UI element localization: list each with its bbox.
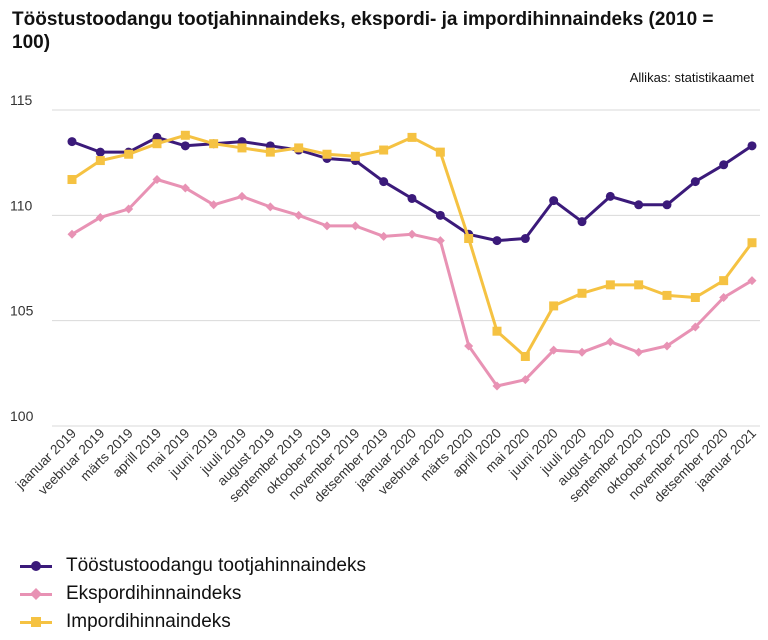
data-point: [605, 280, 615, 290]
data-point: [237, 143, 247, 153]
data-point: [67, 175, 77, 185]
data-point: [435, 147, 445, 157]
data-point: [577, 217, 587, 227]
data-point: [492, 326, 502, 336]
series-line: [71, 133, 754, 358]
data-point: [124, 149, 134, 159]
data-point: [152, 175, 162, 185]
data-point: [67, 137, 77, 147]
legend-item: Impordihinnaindeks: [20, 608, 366, 636]
data-point: [549, 345, 559, 355]
data-point: [520, 351, 530, 361]
data-point: [605, 337, 615, 347]
y-tick-label: 100: [10, 408, 34, 424]
data-point: [719, 276, 729, 286]
data-point: [492, 236, 502, 246]
chart-title: Tööstustoodangu tootjahinnaindeks, ekspo…: [12, 9, 714, 53]
data-point: [605, 191, 615, 201]
data-point: [464, 234, 474, 244]
data-point: [747, 238, 757, 248]
legend-item: Ekspordihinnaindeks: [20, 580, 366, 608]
data-point: [549, 301, 559, 311]
data-point: [747, 141, 757, 151]
data-point: [577, 288, 587, 298]
legend-label: Tööstustoodangu tootjahinnaindeks: [66, 555, 367, 576]
data-point: [719, 160, 729, 170]
legend-label: Ekspordihinnaindeks: [66, 583, 242, 604]
data-point: [520, 234, 530, 244]
data-point: [152, 139, 162, 149]
data-point: [294, 143, 304, 153]
data-point: [209, 200, 219, 210]
data-point: [180, 130, 190, 140]
chart-legend: Tööstustoodangu tootjahinnaindeks Ekspord…: [20, 552, 366, 636]
data-point: [407, 132, 417, 142]
data-point: [577, 347, 587, 357]
data-point: [180, 183, 190, 193]
data-point: [435, 210, 445, 220]
legend-item: Tööstustoodangu tootjahinnaindeks: [20, 552, 366, 580]
data-point: [747, 276, 757, 286]
data-point: [322, 149, 332, 159]
y-tick-label: 105: [10, 303, 34, 319]
data-point: [294, 210, 304, 220]
data-point: [95, 156, 105, 166]
data-point: [95, 212, 105, 222]
data-point: [350, 151, 360, 161]
data-point: [520, 375, 530, 385]
legend-swatch: [20, 587, 52, 601]
data-point: [634, 200, 644, 210]
legend-swatch: [20, 615, 52, 629]
data-point: [719, 292, 729, 302]
data-point: [662, 290, 672, 300]
data-point: [322, 221, 332, 231]
data-point: [634, 280, 644, 290]
data-point: [407, 193, 417, 203]
source-note: Allikas: statistikaamet: [629, 70, 754, 85]
y-tick-label: 115: [10, 92, 33, 108]
data-point: [690, 292, 700, 302]
data-point: [379, 145, 389, 155]
data-point: [662, 341, 672, 351]
data-point: [464, 341, 474, 351]
data-point: [690, 177, 700, 187]
series-line: [71, 135, 753, 243]
data-point: [209, 139, 219, 149]
data-point: [379, 231, 389, 241]
data-point: [265, 202, 275, 212]
data-point: [492, 381, 502, 391]
data-point: [690, 322, 700, 332]
legend-label: Impordihinnaindeks: [66, 611, 231, 632]
data-point: [435, 236, 445, 246]
data-point: [67, 229, 77, 239]
data-point: [379, 177, 389, 187]
data-point: [95, 147, 105, 157]
data-point: [662, 200, 672, 210]
series-line: [71, 178, 753, 388]
data-point: [549, 196, 559, 206]
data-point: [407, 229, 417, 239]
data-point: [237, 191, 247, 201]
data-point: [265, 147, 275, 157]
y-tick-label: 110: [10, 197, 33, 213]
data-point: [350, 221, 360, 231]
legend-swatch: [20, 559, 52, 573]
data-point: [180, 141, 190, 151]
data-point: [634, 347, 644, 357]
data-point: [124, 204, 134, 214]
